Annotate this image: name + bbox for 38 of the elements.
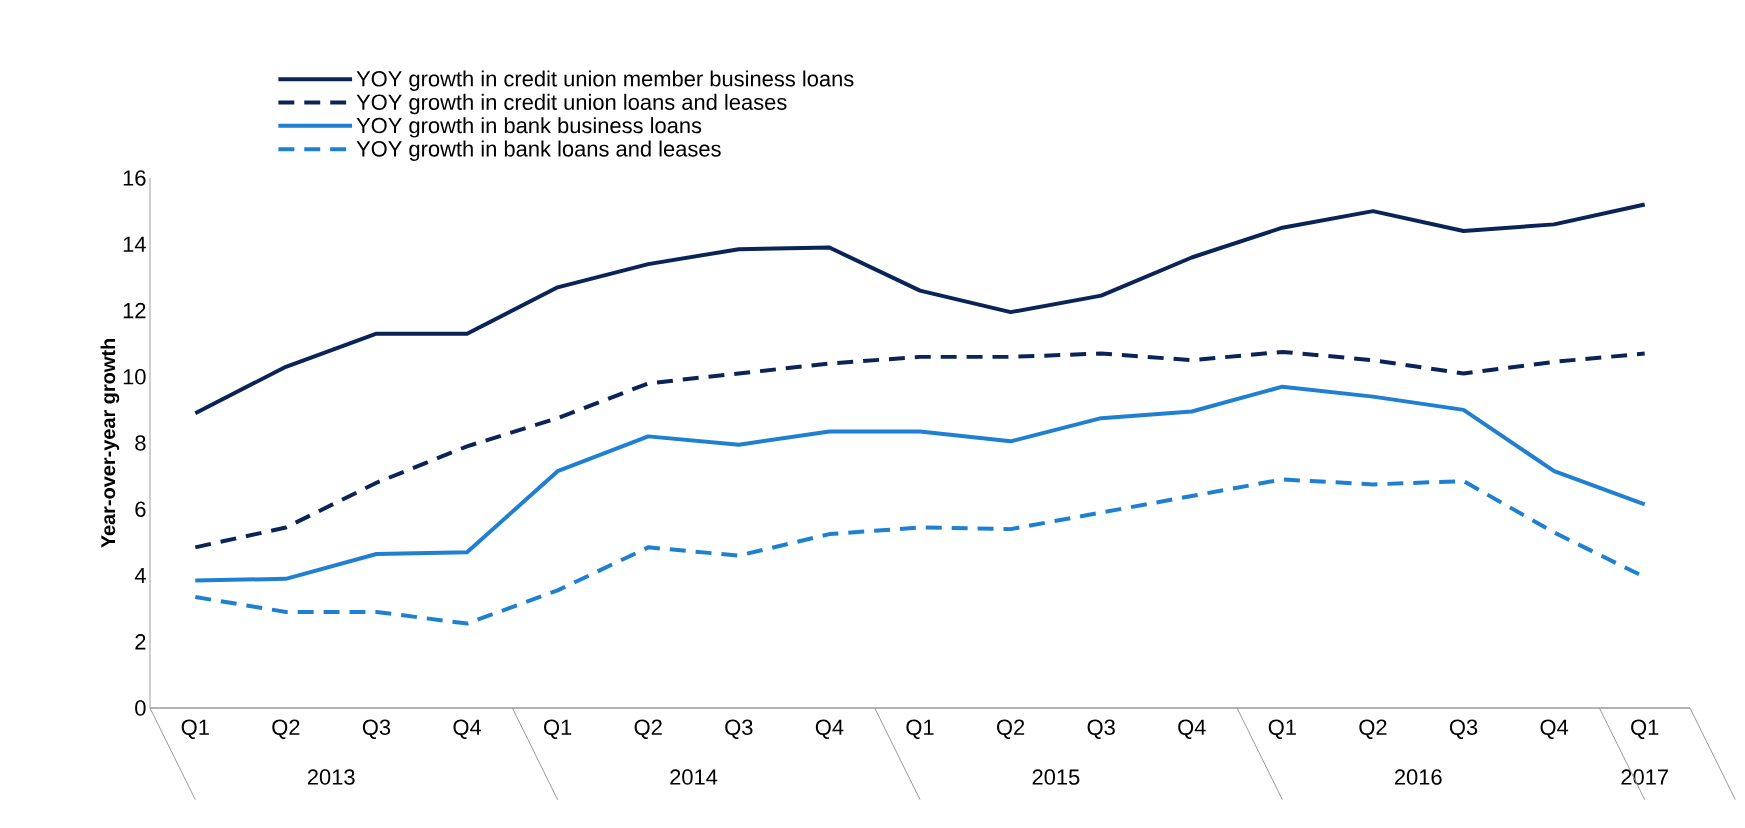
y-tick-label: 4	[134, 567, 146, 584]
x-tick-label: Q4	[1540, 719, 1569, 739]
x-tick-label: Q1	[544, 719, 572, 739]
x-tick-label: Q2	[1359, 719, 1387, 739]
x-tick-label: Q2	[272, 719, 300, 739]
y-tick-label: 10	[123, 368, 146, 385]
x-tick-label: Q2	[634, 719, 662, 739]
text: 2015	[1032, 769, 1080, 785]
y-tick-label: 12	[123, 302, 146, 319]
x-tick-label: Q3	[1087, 719, 1115, 739]
y-axis-title: Year-over-year growth	[100, 339, 120, 548]
line-series	[193, 384, 1647, 583]
x-tick-label: Q1	[1268, 719, 1296, 739]
x-tick-label: Q3	[362, 719, 391, 739]
y-tick-label: 0	[135, 700, 146, 716]
x-tick-label: Q1	[906, 719, 934, 739]
legend-label: YOY growth in bank business loans	[356, 117, 702, 138]
x-tick-label: Q3	[725, 719, 753, 739]
x-tick-label: Q2	[997, 719, 1025, 739]
y-tick-label: 14	[123, 236, 146, 252]
text: 2013	[307, 769, 355, 785]
x-tick-label: Q3	[1449, 719, 1478, 739]
text: 2016	[1394, 769, 1442, 785]
text: 2014	[670, 769, 718, 785]
x-tick-label: Q4	[1178, 719, 1206, 739]
x-tick-label: Q1	[1631, 719, 1659, 739]
x-tick-label: Q1	[181, 719, 209, 739]
y-tick-label: 2	[135, 634, 146, 650]
y-tick-label: 16	[123, 170, 146, 186]
x-tick-label: Q4	[815, 719, 844, 739]
legend-label: YOY growth in credit union loans and leases	[356, 93, 787, 115]
text: 2017	[1621, 769, 1668, 785]
y-tick-label: 6	[135, 501, 146, 518]
legend-label: YOY growth in credit union member business loans	[356, 70, 854, 91]
legend-label: YOY growth in bank loans and leases	[356, 140, 721, 161]
line-series	[193, 202, 1647, 416]
x-tick-label: Q4	[453, 719, 482, 739]
y-tick-label: 8	[135, 435, 146, 451]
